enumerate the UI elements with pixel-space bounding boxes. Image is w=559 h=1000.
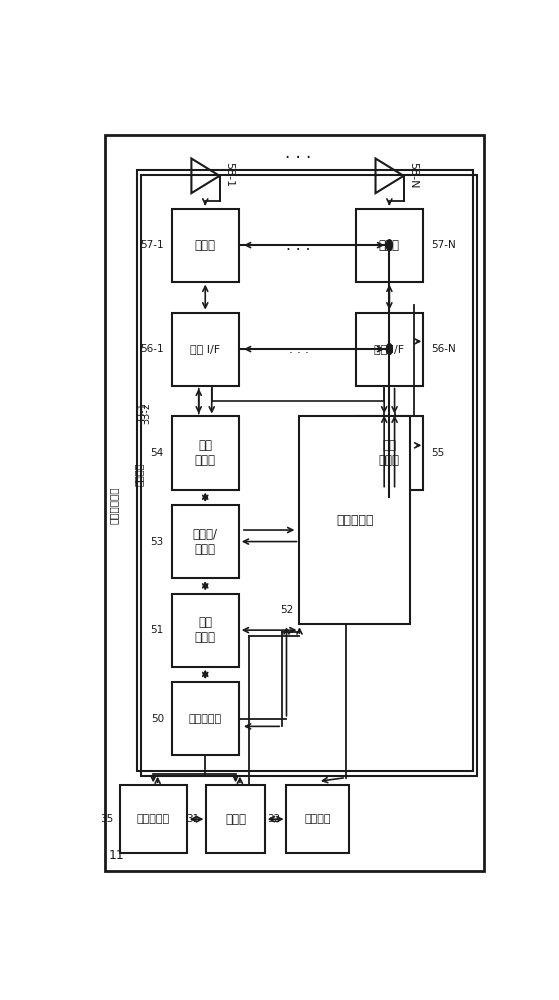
Text: 无线通信设备: 无线通信设备 xyxy=(109,486,119,524)
Text: 调制器/
解调器: 调制器/ 解调器 xyxy=(193,528,218,556)
Text: 11: 11 xyxy=(109,849,125,862)
Bar xyxy=(120,785,187,853)
Text: . . .: . . . xyxy=(286,144,312,162)
Text: 57-1: 57-1 xyxy=(140,240,164,250)
Text: 56-N: 56-N xyxy=(431,344,456,354)
Text: 58-N: 58-N xyxy=(408,162,418,189)
Circle shape xyxy=(386,344,392,354)
Bar xyxy=(356,209,423,282)
Text: 无线 I/F: 无线 I/F xyxy=(190,344,220,354)
Bar xyxy=(172,682,239,755)
Bar xyxy=(137,170,473,771)
Text: . . .: . . . xyxy=(288,343,309,356)
Text: 55: 55 xyxy=(431,448,444,458)
Text: 控制器: 控制器 xyxy=(225,813,246,826)
Text: 53: 53 xyxy=(150,537,164,547)
Bar xyxy=(141,175,477,776)
Text: 51: 51 xyxy=(150,625,164,635)
Text: 56-1: 56-1 xyxy=(140,344,164,354)
Text: 52: 52 xyxy=(280,605,293,615)
Text: 通信部分: 通信部分 xyxy=(134,462,143,486)
Bar xyxy=(287,785,349,853)
Text: 54: 54 xyxy=(150,448,164,458)
Text: 信号
处理器: 信号 处理器 xyxy=(195,439,216,467)
Bar xyxy=(172,505,239,578)
Text: 数据
处理器: 数据 处理器 xyxy=(195,616,216,644)
Text: 33-2: 33-2 xyxy=(141,402,151,424)
Bar xyxy=(172,594,239,667)
Text: . . .: . . . xyxy=(286,238,311,253)
Text: 50: 50 xyxy=(151,714,164,724)
Bar xyxy=(172,312,239,386)
Circle shape xyxy=(386,240,392,251)
Text: 电源部分: 电源部分 xyxy=(305,814,331,824)
Text: 无线控制器: 无线控制器 xyxy=(336,514,373,527)
Text: 32: 32 xyxy=(267,814,280,824)
Text: 放大路: 放大路 xyxy=(379,239,400,252)
Bar xyxy=(206,785,265,853)
Text: 信道
估计器: 信道 估计器 xyxy=(379,439,400,467)
Text: 33-1: 33-1 xyxy=(137,402,147,424)
Text: 存储器部分: 存储器部分 xyxy=(189,714,222,724)
Bar xyxy=(105,135,484,871)
Text: 无线 I/F: 无线 I/F xyxy=(375,344,405,354)
Bar xyxy=(300,416,410,624)
Text: 57-N: 57-N xyxy=(431,240,456,250)
Text: 存储器部分: 存储器部分 xyxy=(137,814,170,824)
Bar xyxy=(356,312,423,386)
Bar xyxy=(172,416,239,490)
Text: 58-1: 58-1 xyxy=(224,162,234,187)
Text: 35: 35 xyxy=(100,814,113,824)
Bar xyxy=(172,209,239,282)
Text: 31: 31 xyxy=(187,814,200,824)
Text: 放大路: 放大路 xyxy=(195,239,216,252)
Bar xyxy=(356,416,423,490)
